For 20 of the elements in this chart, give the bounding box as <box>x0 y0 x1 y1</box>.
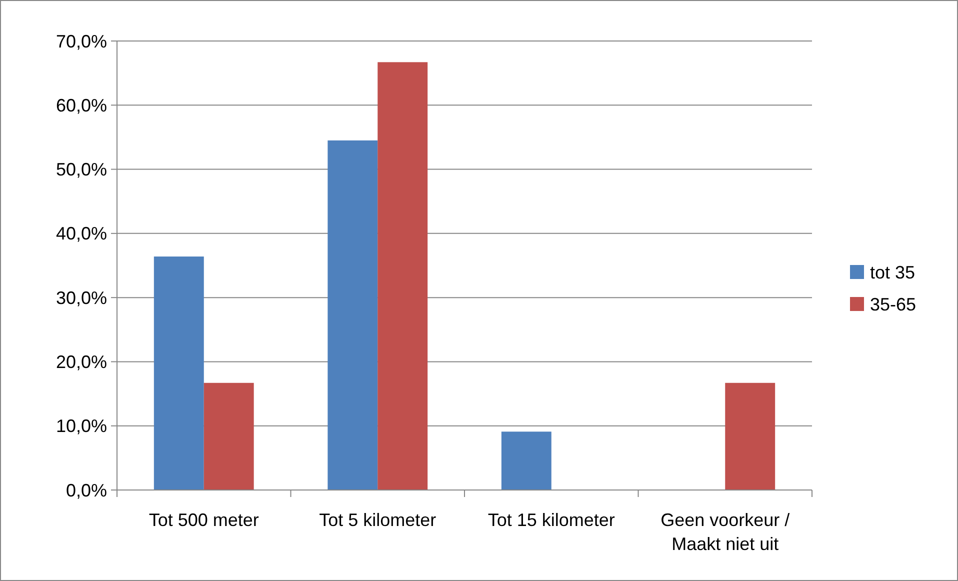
y-tick-label: 40,0% <box>56 224 107 244</box>
bar <box>204 382 254 490</box>
y-tick-label: 30,0% <box>56 288 107 308</box>
y-tick-label: 60,0% <box>56 95 107 116</box>
x-tick-label: Tot 500 meter <box>148 510 259 530</box>
bar <box>501 432 552 490</box>
bar <box>154 256 204 490</box>
bar <box>378 62 428 490</box>
bar <box>725 382 776 490</box>
bar <box>328 140 378 490</box>
legend-label: 35-65 <box>870 294 916 314</box>
y-tick-label: 0,0% <box>66 480 107 500</box>
y-tick-label: 20,0% <box>56 352 107 372</box>
y-tick-label: 50,0% <box>56 160 107 180</box>
y-tick-label: 70,0% <box>56 31 107 52</box>
y-tick-label: 10,0% <box>56 416 107 436</box>
x-tick-label: Tot 5 kilometer <box>319 510 436 530</box>
x-tick-label: Geen voorkeur / Maakt niet uit <box>660 510 790 554</box>
x-tick-label: Tot 15 kilometer <box>488 510 615 530</box>
legend-label: tot 35 <box>870 262 916 282</box>
